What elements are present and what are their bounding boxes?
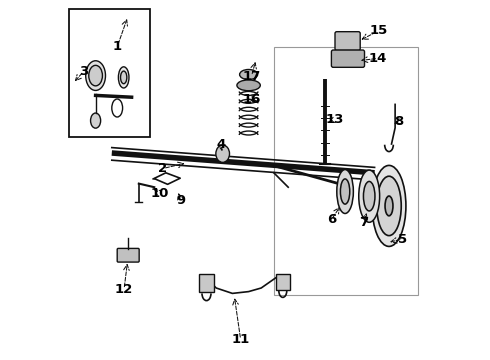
Bar bbox=[199, 274, 214, 292]
Ellipse shape bbox=[121, 71, 127, 84]
Text: 12: 12 bbox=[115, 283, 133, 296]
Text: 9: 9 bbox=[176, 194, 186, 207]
Text: 16: 16 bbox=[242, 93, 261, 106]
Ellipse shape bbox=[359, 170, 380, 222]
Text: 8: 8 bbox=[394, 115, 404, 128]
Ellipse shape bbox=[337, 170, 353, 213]
Text: 14: 14 bbox=[369, 52, 388, 65]
Ellipse shape bbox=[237, 80, 260, 91]
Text: 3: 3 bbox=[79, 65, 88, 78]
Text: 15: 15 bbox=[369, 24, 387, 37]
Ellipse shape bbox=[240, 69, 258, 80]
Ellipse shape bbox=[372, 166, 406, 247]
Ellipse shape bbox=[89, 65, 102, 86]
Ellipse shape bbox=[377, 176, 401, 236]
Text: 13: 13 bbox=[326, 113, 344, 126]
Text: 6: 6 bbox=[327, 213, 336, 226]
FancyBboxPatch shape bbox=[335, 32, 360, 50]
Ellipse shape bbox=[385, 196, 393, 216]
Text: 7: 7 bbox=[359, 216, 368, 229]
Text: 2: 2 bbox=[158, 162, 168, 175]
Text: 4: 4 bbox=[216, 138, 225, 151]
Bar bbox=[275, 274, 290, 290]
FancyBboxPatch shape bbox=[117, 248, 139, 262]
Bar bbox=[69, 9, 149, 137]
Text: 10: 10 bbox=[150, 187, 169, 200]
Ellipse shape bbox=[91, 113, 100, 128]
Ellipse shape bbox=[86, 61, 105, 90]
Ellipse shape bbox=[216, 145, 229, 162]
Text: 17: 17 bbox=[243, 70, 261, 83]
Text: 5: 5 bbox=[398, 233, 407, 246]
Text: 1: 1 bbox=[113, 40, 122, 53]
Ellipse shape bbox=[341, 179, 350, 204]
FancyBboxPatch shape bbox=[331, 50, 365, 67]
Ellipse shape bbox=[119, 67, 129, 88]
Text: 11: 11 bbox=[232, 333, 250, 346]
Ellipse shape bbox=[364, 181, 375, 211]
